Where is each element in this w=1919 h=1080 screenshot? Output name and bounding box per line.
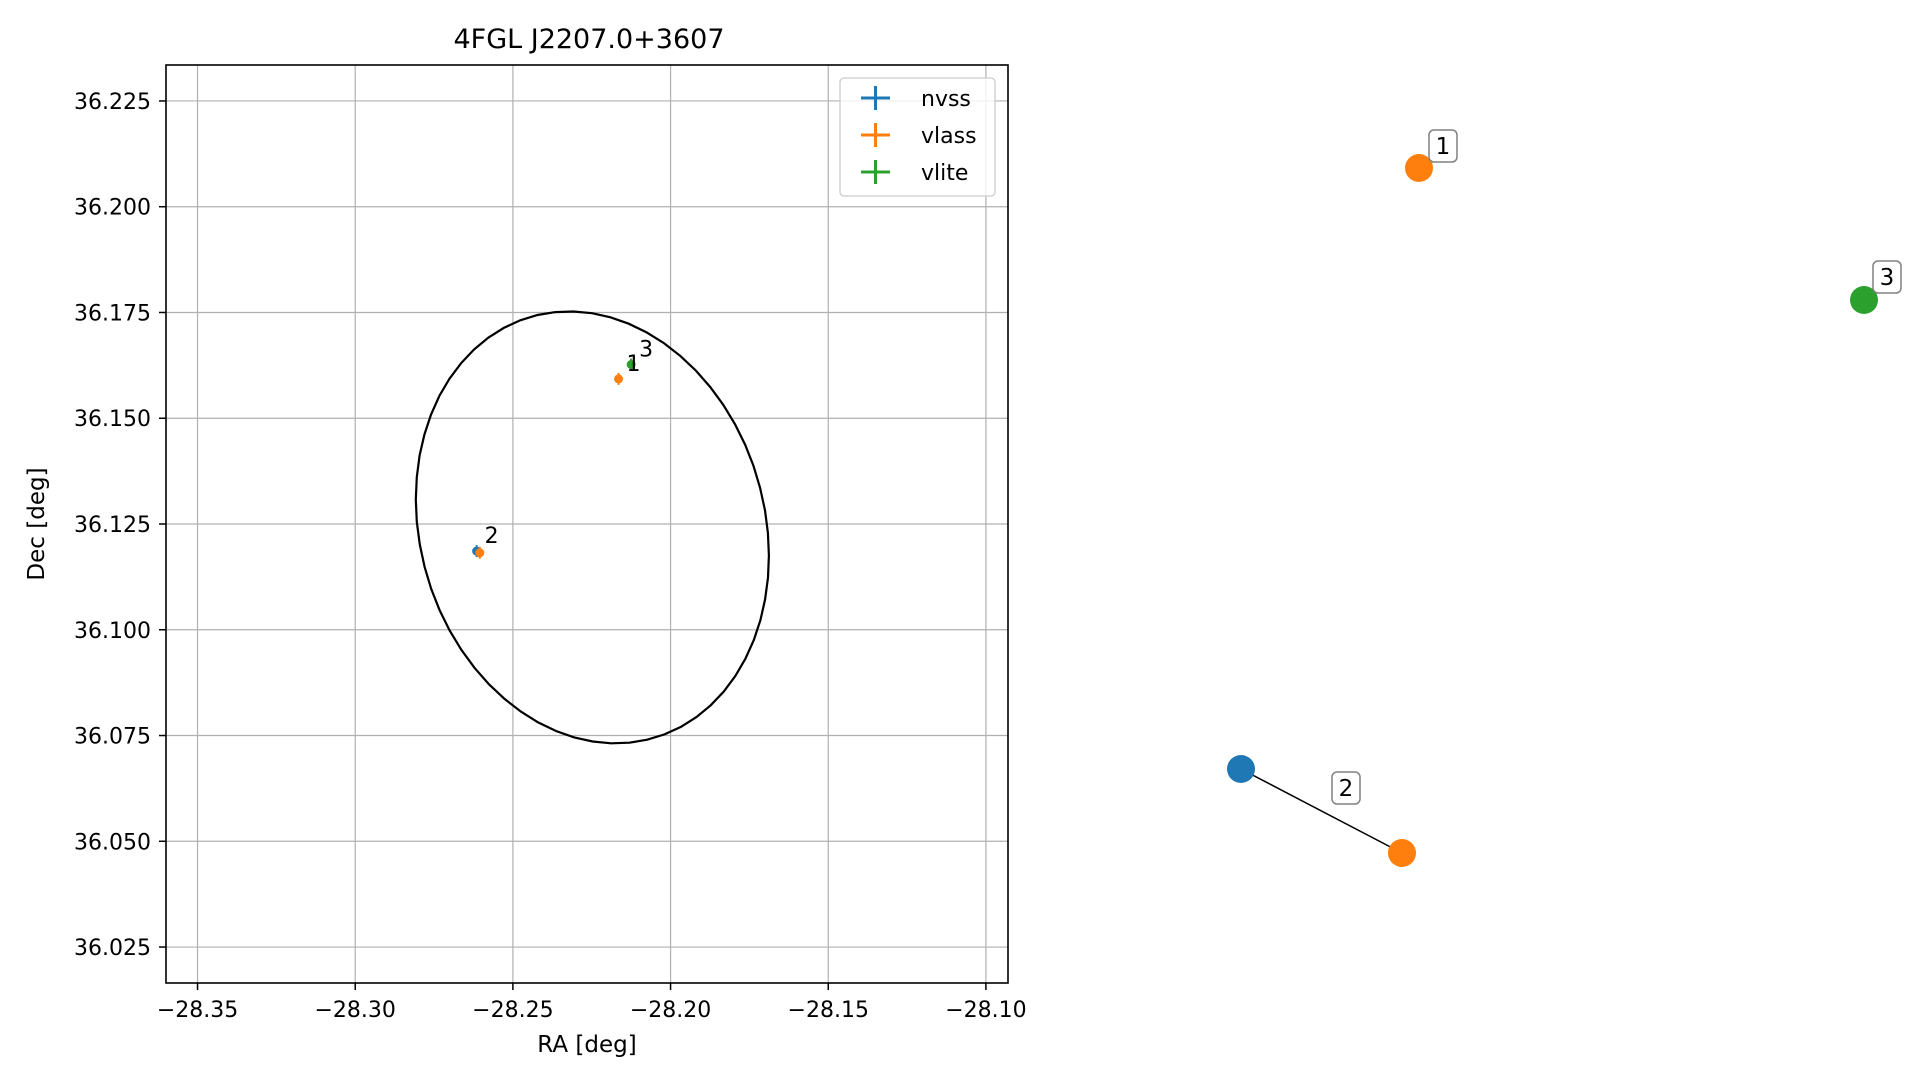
y-tick-label: 36.225 [74,90,151,115]
y-tick-label: 36.100 [74,619,151,644]
points [472,358,636,559]
y-tick-label: 36.025 [74,936,151,961]
legend-item-vlite: vlite [861,160,968,186]
sky-position-chart: 4FGL J2207.0+3607 1 2 3 −28.35 −28.30 −28.25… [24,24,1027,1058]
graph-label-text: 2 [1339,776,1354,802]
graph-node-vlass-paired [1388,839,1416,867]
legend-box [839,77,996,197]
graph-label-box [1331,771,1361,805]
x-tick-label: −28.30 [315,998,396,1023]
graph-node-vlass-1 [1405,154,1433,182]
grid [166,65,1008,983]
annotation-label: 2 [485,524,499,549]
point-vlass [475,548,485,558]
x-tick-label: −28.25 [472,998,553,1023]
annotation-label: 3 [639,338,653,363]
crossmatch-graph: 1 3 2 [1227,129,1902,867]
x-tick-label: −28.20 [630,998,711,1023]
x-tick-label: −28.15 [788,998,869,1023]
y-tick-label: 36.075 [74,725,151,750]
graph-label-text: 3 [1880,265,1895,291]
point-vlass [614,374,624,384]
x-axis-label: RA [deg] [537,1032,636,1058]
point-vlite [626,360,636,370]
chart-title: 4FGL J2207.0+3607 [453,24,724,55]
x-axis-ticks: −28.35 −28.30 −28.25 −28.20 −28.15 −28.10 [157,983,1027,1023]
graph-label-text: 1 [1436,134,1451,160]
y-axis-label: Dec [deg] [24,467,50,580]
graph-node-label-3: 3 [1872,260,1902,294]
y-tick-label: 36.200 [74,196,151,221]
graph-node-nvss [1227,755,1255,783]
legend-label-vlite: vlite [921,161,968,186]
localization-ellipse-layer [414,310,771,745]
legend-item-nvss: nvss [861,86,971,112]
graph-label-box [1872,260,1902,294]
x-tick-label: −28.35 [157,998,238,1023]
graph-node-vlite-3 [1850,286,1878,314]
point-annotations: 1 2 3 [485,338,654,550]
y-tick-label: 36.125 [74,513,151,538]
x-tick-label: −28.10 [945,998,1026,1023]
y-axis-ticks: 36.025 36.050 36.075 36.100 36.125 36.150 36.1… [74,90,166,961]
legend-label-vlass: vlass [921,124,977,149]
graph-node-label-1: 1 [1428,129,1458,163]
graph-edge [1240,768,1403,854]
legend-label-nvss: nvss [921,87,971,112]
legend: nvss vlass vlite [839,77,996,197]
graph-label-box [1428,129,1458,163]
annotation-label: 1 [627,352,641,377]
y-tick-label: 36.150 [74,407,151,432]
legend-item-vlass: vlass [861,123,977,149]
y-tick-label: 36.050 [74,830,151,855]
localization-ellipse [414,310,771,745]
graph-edge-label-2: 2 [1331,771,1361,805]
y-tick-label: 36.175 [74,301,151,326]
